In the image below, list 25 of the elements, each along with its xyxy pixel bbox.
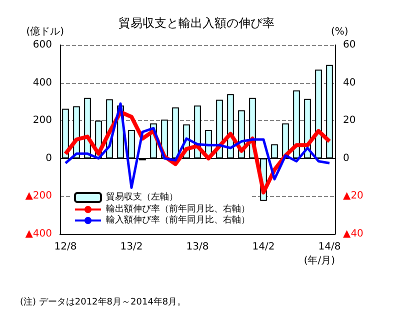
y2-tick-label: 60 xyxy=(343,40,356,50)
y2-tick-label: 0 xyxy=(343,152,350,164)
y-tick-label: 400 xyxy=(32,77,52,88)
x-tick-label: 13/8 xyxy=(186,242,209,252)
legend-label: 輸入額伸び率（前年同月比、右軸） xyxy=(106,214,250,226)
y-tick-label: 600 xyxy=(32,40,52,50)
y-tick-label: ▲400 xyxy=(25,228,52,240)
x-tick-label: 14/2 xyxy=(252,242,275,252)
chart-title: 貿易収支と輸出入額の伸び率 xyxy=(118,16,274,30)
y2-tick-label: ▲20 xyxy=(343,190,364,202)
x-tick-label: 13/2 xyxy=(120,242,143,252)
legend-label: 貿易収支（左軸） xyxy=(106,192,178,202)
text: (注) データは2012年8月～2014年8月。 xyxy=(20,296,186,308)
y-axis-title: (億ドル) xyxy=(26,26,64,38)
x-tick-label: 12/8 xyxy=(54,242,77,252)
y2-tick-label: ▲40 xyxy=(343,228,364,240)
x-axis-title: (年/月) xyxy=(304,254,336,266)
y2-axis-title: (%) xyxy=(331,26,348,38)
y-tick-label: ▲200 xyxy=(25,190,52,202)
y-tick-label: 200 xyxy=(32,115,52,126)
y2-tick-label: 40 xyxy=(343,77,356,88)
y2-tick-label: 20 xyxy=(343,115,356,126)
y-tick-label: 0 xyxy=(46,152,52,164)
x-tick-label: 14/8 xyxy=(318,242,341,252)
legend-label: 輸出額伸び率（前年同月比、右軸） xyxy=(106,204,250,214)
